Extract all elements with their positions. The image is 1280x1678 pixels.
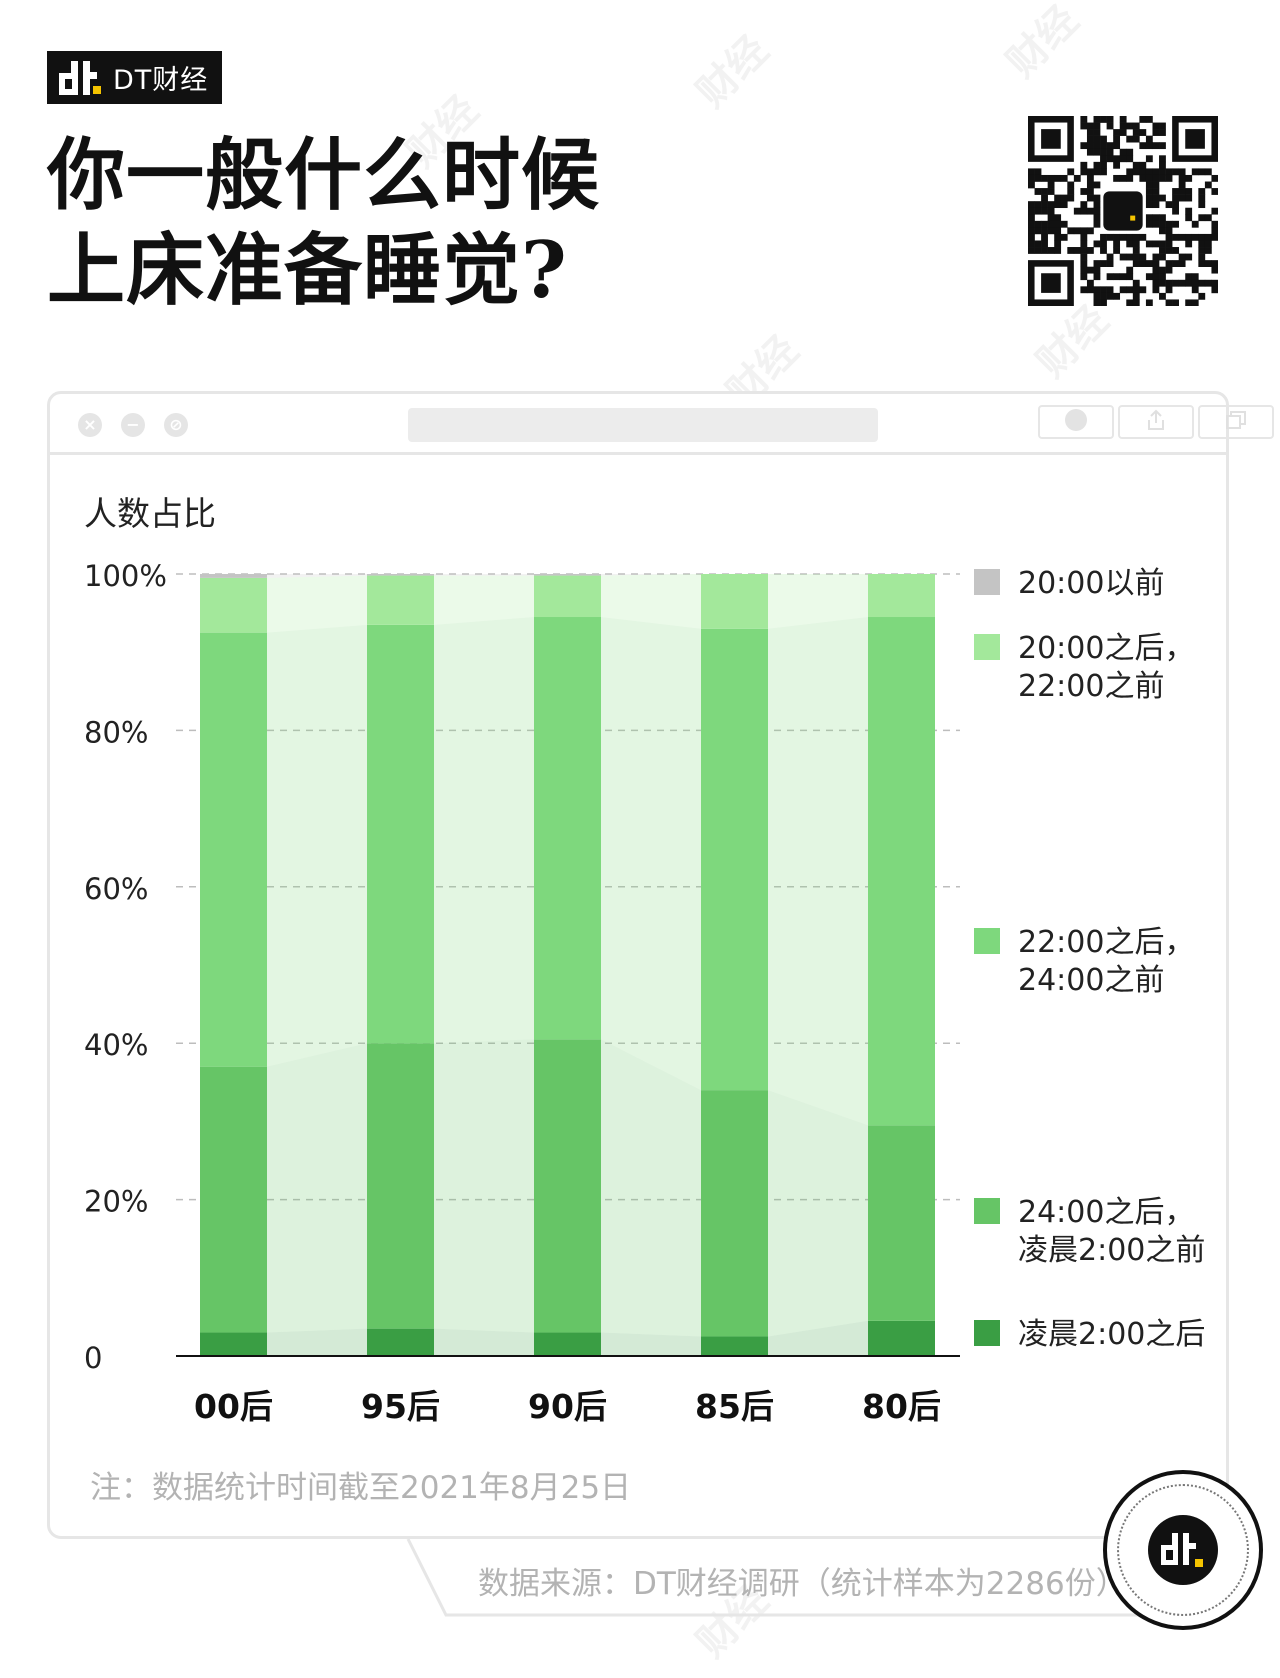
source-tab <box>406 1539 1224 1617</box>
legend-swatch <box>974 569 1000 595</box>
bar-segment <box>534 1332 601 1356</box>
block-icon[interactable]: ⊘ <box>164 413 188 437</box>
bar-segment <box>868 574 935 618</box>
window-icon <box>1225 410 1247 434</box>
bar-segment <box>534 575 601 618</box>
connector-band <box>267 1328 367 1356</box>
record-button[interactable] <box>1038 405 1114 439</box>
connector-band <box>768 1090 868 1337</box>
y-axis-label: 人数占比 <box>84 494 216 533</box>
x-tick-label: 95后 <box>361 1387 440 1426</box>
connector-band <box>601 1332 701 1356</box>
bar-segment <box>367 1043 434 1329</box>
brand-name: DT财经 <box>113 65 209 96</box>
y-tick-label: 60% <box>84 872 148 906</box>
y-tick-label: 20% <box>84 1185 148 1219</box>
connector-band <box>601 574 701 629</box>
page-title: 你一般什么时候 上床准备睡觉? <box>47 128 600 318</box>
connector-band <box>267 574 367 578</box>
bar-segment <box>200 1332 267 1356</box>
y-tick-label: 0 <box>84 1341 102 1375</box>
dt-logo-icon <box>1148 1515 1218 1585</box>
connector-band <box>434 617 534 1044</box>
x-tick-label: 80后 <box>862 1387 941 1426</box>
legend-label: 凌晨2:00之后 <box>1018 1317 1205 1352</box>
connector-band <box>768 1320 868 1356</box>
legend-label: 22:00之前 <box>1018 669 1164 704</box>
bar-segment <box>367 624 434 1044</box>
connector-band <box>267 1043 367 1333</box>
dt-badge <box>1103 1470 1263 1630</box>
bar-segment <box>701 574 768 629</box>
bar-segment <box>534 1039 601 1333</box>
chart-note: 注：数据统计时间截至2021年8月25日 <box>90 1470 632 1506</box>
legend-swatch <box>974 1320 1000 1346</box>
bar-segment <box>701 1090 768 1337</box>
bar-segment <box>200 577 267 633</box>
share-button[interactable] <box>1118 405 1194 439</box>
record-icon <box>1064 408 1088 436</box>
legend-swatch <box>974 928 1000 954</box>
connector-band <box>601 617 701 1091</box>
connector-band <box>601 574 701 576</box>
legend-swatch <box>974 1198 1000 1224</box>
bar-segment <box>367 575 434 625</box>
connector-band <box>434 574 534 576</box>
x-tick-label: 90后 <box>528 1387 607 1426</box>
y-tick-label: 100% <box>84 559 167 593</box>
bar-segment <box>534 574 601 576</box>
share-icon <box>1146 409 1166 435</box>
bar-segment <box>200 574 267 578</box>
legend-label: 22:00之后， <box>1018 925 1194 960</box>
window-toolbar: × − ⊘ <box>50 394 1274 455</box>
connector-band <box>267 575 367 633</box>
dt-logo-icon <box>57 58 103 98</box>
bar-segment <box>701 628 768 1091</box>
close-icon[interactable]: × <box>78 413 102 437</box>
bar-segment <box>868 617 935 1126</box>
bar-segment <box>367 574 434 576</box>
x-tick-label: 00后 <box>194 1387 273 1426</box>
legend-label: 20:00之后， <box>1018 631 1194 666</box>
qr-code-icon <box>1028 116 1219 307</box>
connector-band <box>434 575 534 625</box>
connector-band <box>434 1039 534 1333</box>
y-tick-label: 40% <box>84 1028 148 1062</box>
title-line-1: 你一般什么时候 <box>47 130 601 221</box>
x-tick-label: 85后 <box>695 1387 774 1426</box>
y-tick-label: 80% <box>84 715 148 749</box>
bar-segment <box>701 1336 768 1356</box>
connector-band <box>768 574 868 629</box>
legend-label: 24:00之前 <box>1018 963 1164 998</box>
brand-logo: DT财经 <box>47 51 222 104</box>
title-line-2: 上床准备睡觉? <box>47 225 568 316</box>
bar-segment <box>367 1328 434 1356</box>
connector-band <box>267 624 367 1067</box>
legend-swatch <box>974 634 1000 660</box>
bar-segment <box>868 1125 935 1321</box>
legend-label: 凌晨2:00之前 <box>1018 1233 1205 1268</box>
data-source: 数据来源：DT财经调研（统计样本为2286份） <box>478 1566 1127 1602</box>
bar-segment <box>868 1320 935 1356</box>
connector-band <box>601 1039 701 1337</box>
minimize-icon[interactable]: − <box>121 413 145 437</box>
legend-label: 24:00之后， <box>1018 1195 1194 1230</box>
bar-segment <box>200 632 267 1067</box>
bar-segment <box>534 617 601 1040</box>
connector-band <box>768 617 868 1126</box>
legend-label: 20:00以前 <box>1018 566 1164 601</box>
bar-segment <box>200 1066 267 1333</box>
connector-band <box>434 1328 534 1356</box>
address-bar[interactable] <box>408 408 878 442</box>
window-button[interactable] <box>1198 405 1274 439</box>
